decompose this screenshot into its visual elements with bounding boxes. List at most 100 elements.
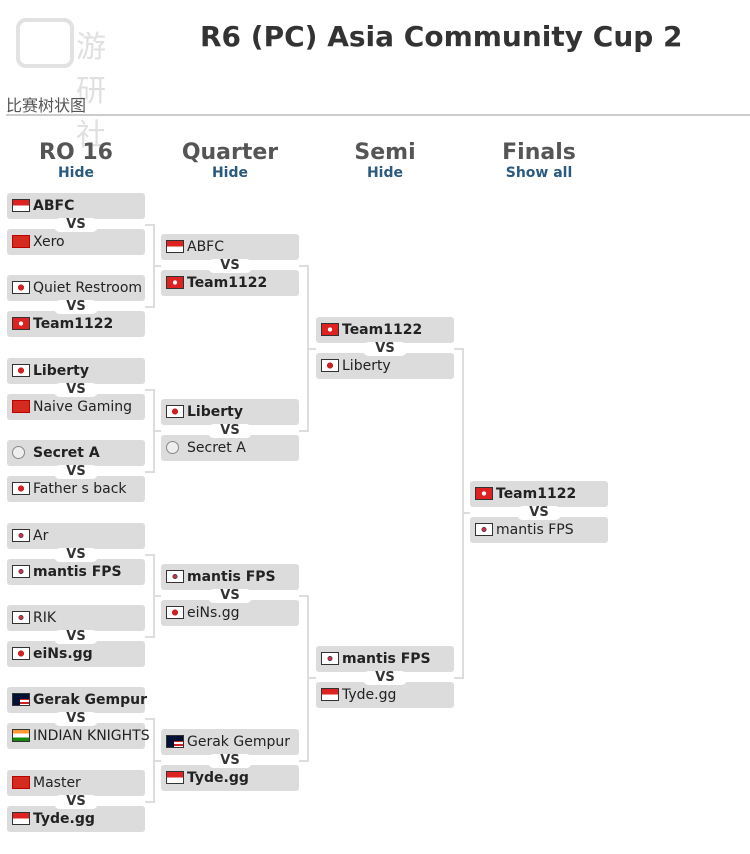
divider (6, 114, 750, 116)
team-slot[interactable]: Ar (7, 523, 145, 549)
team-slot[interactable]: mantis FPS (161, 564, 299, 590)
vs-label: VS (54, 218, 98, 232)
team-name: Tyde.gg (33, 811, 95, 827)
vs-label: VS (54, 712, 98, 726)
hk-flag-icon (166, 276, 184, 289)
team-slot[interactable]: Liberty (7, 358, 145, 384)
team-slot[interactable]: Liberty (316, 353, 454, 379)
team-slot[interactable]: Xero (7, 229, 145, 255)
round-header: Semi Hide (316, 140, 454, 181)
team-name: RIK (33, 610, 57, 626)
sg-flag-icon (321, 688, 339, 701)
round-header: Quarter Hide (161, 140, 299, 181)
hk-flag-icon (475, 487, 493, 500)
team-name: Tyde.gg (187, 770, 249, 786)
kr-flag-icon (475, 523, 493, 536)
vs-label: VS (54, 795, 98, 809)
team-slot[interactable]: mantis FPS (7, 559, 145, 585)
vs-label: VS (208, 589, 252, 603)
team-slot[interactable]: ABFC (161, 234, 299, 260)
jp-flag-icon (12, 647, 30, 660)
bracket-line (454, 677, 462, 679)
bracket-line (145, 224, 153, 226)
page-title: R6 (PC) Asia Community Cup 2 (200, 20, 683, 53)
team-name: Secret A (33, 445, 100, 461)
none-flag-icon (12, 446, 25, 459)
bracket-line (145, 554, 153, 556)
round-title: Semi (354, 140, 416, 165)
round-title: Quarter (181, 140, 279, 165)
team-slot[interactable]: Gerak Gempur (7, 687, 147, 713)
in-flag-icon (12, 729, 30, 742)
round-toggle-link[interactable]: Hide (366, 165, 404, 181)
team-name: Liberty (187, 404, 243, 420)
bracket-line (145, 471, 153, 473)
bracket-line (145, 636, 153, 638)
team-slot[interactable]: ABFC (7, 193, 145, 219)
team-slot[interactable]: Secret A (161, 435, 299, 461)
vs-label: VS (54, 465, 98, 479)
bracket-line (145, 718, 153, 720)
team-slot[interactable]: Father s back (7, 476, 145, 502)
cn-flag-icon (12, 235, 30, 248)
bracket-line (153, 265, 161, 267)
team-slot[interactable]: eiNs.gg (7, 641, 145, 667)
team-slot[interactable]: Liberty (161, 399, 299, 425)
round-header: RO 16 Hide (7, 140, 145, 181)
section-subtitle: 比赛树状图 (6, 96, 87, 115)
gamepad-icon (16, 18, 74, 68)
round-title: Finals (502, 140, 576, 165)
team-slot[interactable]: Tyde.gg (161, 765, 299, 791)
jp-flag-icon (12, 364, 30, 377)
team-name: Team1122 (187, 275, 268, 291)
team-slot[interactable]: Tyde.gg (316, 682, 454, 708)
team-name: ABFC (33, 198, 75, 214)
bracket-line (299, 760, 307, 762)
team-slot[interactable]: Master (7, 770, 145, 796)
bracket-line (153, 430, 161, 432)
kr-flag-icon (166, 570, 184, 583)
team-name: INDIAN KNIGHTS (33, 728, 150, 744)
round-toggle-link[interactable]: Hide (57, 165, 95, 181)
bracket-line (299, 430, 307, 432)
vs-label: VS (54, 300, 98, 314)
team-slot[interactable]: mantis FPS (316, 646, 454, 672)
team-slot[interactable]: Gerak Gempur (161, 729, 299, 755)
team-slot[interactable]: Quiet Restroom (7, 275, 145, 301)
hk-flag-icon (12, 317, 30, 330)
team-name: Tyde.gg (342, 687, 397, 703)
team-name: Team1122 (496, 486, 577, 502)
logo-text: 游研社 (76, 30, 106, 153)
round-toggle-link[interactable]: Hide (211, 165, 249, 181)
team-slot[interactable]: Team1122 (161, 270, 299, 296)
team-slot[interactable]: Secret A (7, 440, 145, 466)
vs-label: VS (54, 548, 98, 562)
bracket-line (307, 677, 316, 679)
bracket-line (462, 512, 470, 514)
team-name: eiNs.gg (187, 605, 240, 621)
round-title: RO 16 (39, 140, 113, 165)
team-name: ABFC (187, 239, 225, 255)
team-name: Gerak Gempur (33, 692, 147, 708)
my-flag-icon (166, 735, 184, 748)
team-slot[interactable]: Naive Gaming (7, 394, 145, 420)
team-slot[interactable]: Team1122 (7, 311, 145, 337)
team-slot[interactable]: Team1122 (470, 481, 608, 507)
team-name: Liberty (33, 363, 89, 379)
team-name: mantis FPS (342, 651, 431, 667)
bracket-line (454, 348, 462, 350)
team-slot[interactable]: mantis FPS (470, 517, 608, 543)
round-toggle-link[interactable]: Show all (505, 165, 573, 181)
vs-label: VS (208, 754, 252, 768)
bracket-line (145, 389, 153, 391)
vs-label: VS (517, 506, 561, 520)
team-slot[interactable]: INDIAN KNIGHTS (7, 723, 150, 749)
team-slot[interactable]: Team1122 (316, 317, 454, 343)
team-slot[interactable]: RIK (7, 605, 145, 631)
hk-flag-icon (321, 323, 339, 336)
team-slot[interactable]: Tyde.gg (7, 806, 145, 832)
team-name: Team1122 (33, 316, 114, 332)
kr-flag-icon (12, 565, 30, 578)
team-slot[interactable]: eiNs.gg (161, 600, 299, 626)
sg-flag-icon (12, 199, 30, 212)
